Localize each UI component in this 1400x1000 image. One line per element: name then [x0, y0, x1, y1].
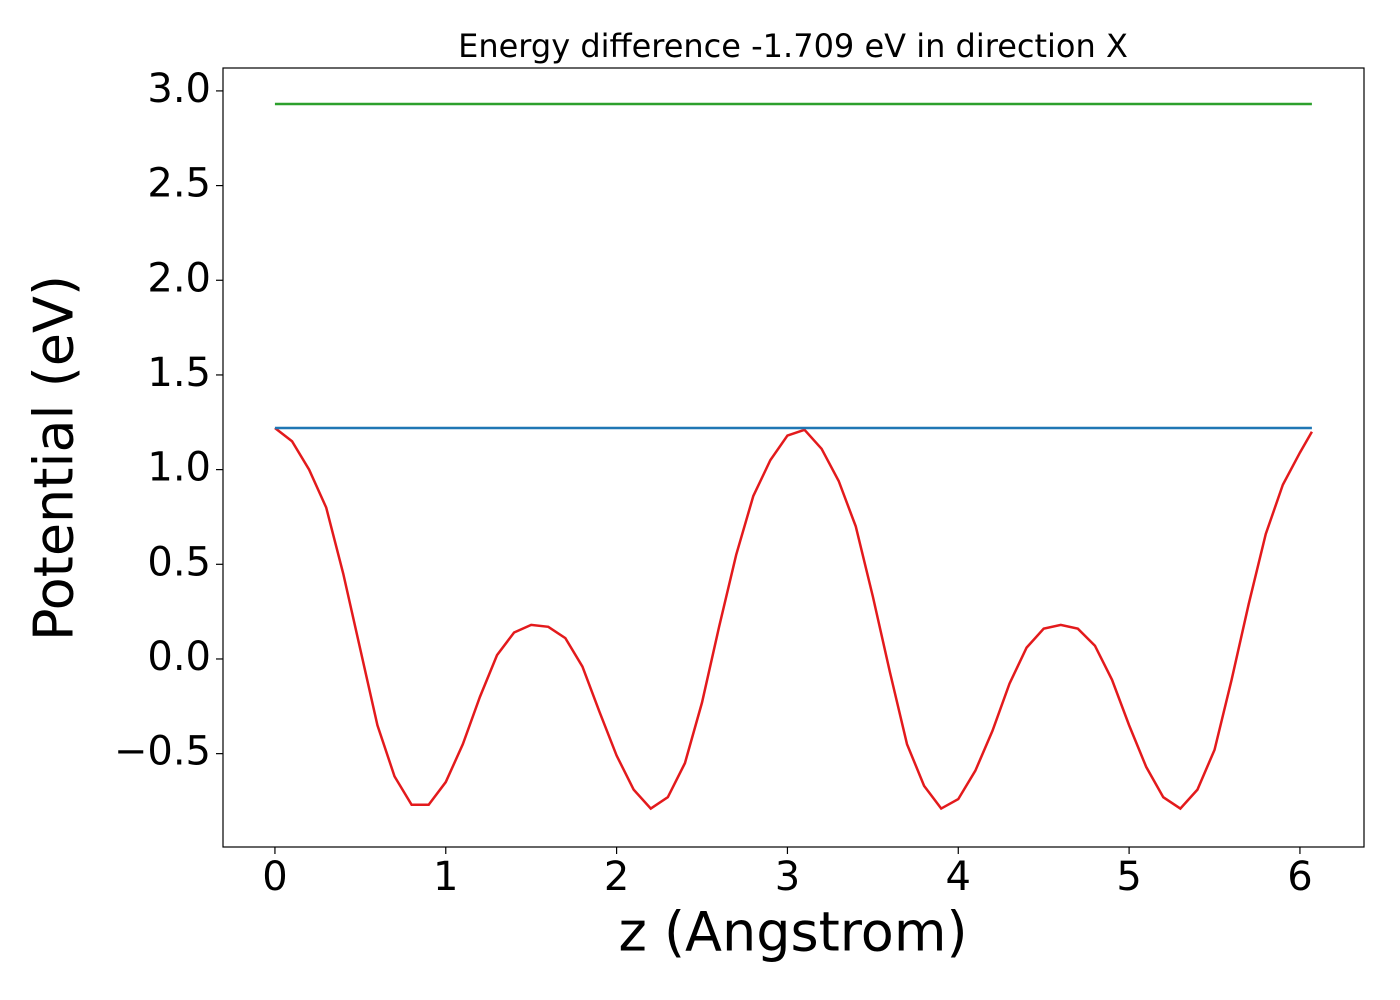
line-series: [274, 426, 1313, 811]
y-tick-label: 2.5: [147, 161, 211, 207]
x-tick-label: 3: [775, 854, 800, 900]
y-tick-label: 1.5: [147, 350, 211, 396]
x-tick-label: 6: [1287, 854, 1312, 900]
x-tick-label: 5: [1116, 854, 1141, 900]
x-axis-label: z (Angstrom): [618, 901, 967, 964]
y-axis-label: Potential (eV): [23, 275, 86, 641]
x-tick-label: 1: [433, 854, 458, 900]
x-tick-label: 2: [604, 854, 629, 900]
y-tick-label: 1.0: [147, 445, 211, 491]
y-tick-label: −0.5: [114, 729, 211, 775]
chart-title: Energy difference -1.709 eV in direction…: [458, 27, 1128, 65]
plot-frame: [222, 67, 1365, 848]
x-tick-label: 4: [946, 854, 971, 900]
y-tick-label: 0.5: [147, 539, 211, 585]
y-tick-label: 3.0: [147, 66, 211, 112]
y-tick-label: 0.0: [147, 634, 211, 680]
y-tick-label: 2.0: [147, 255, 211, 301]
x-tick-label: 0: [262, 854, 287, 900]
